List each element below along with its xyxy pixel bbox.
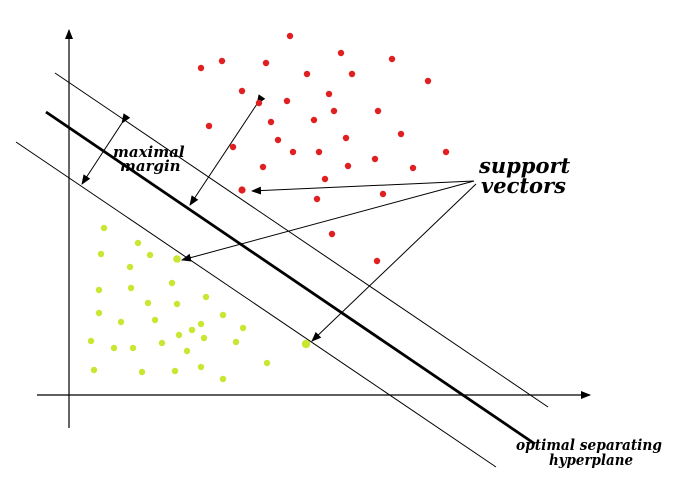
class-b-point bbox=[173, 300, 181, 308]
class-a-point bbox=[303, 70, 311, 78]
class-b-point bbox=[127, 284, 135, 292]
class-a-point bbox=[344, 162, 352, 170]
margin-label-line1: maximal bbox=[113, 143, 185, 161]
hyperplane-label-line2: hyperplane bbox=[549, 451, 633, 469]
class-b-point bbox=[134, 239, 142, 247]
lower-margin-line bbox=[15, 141, 497, 468]
class-b-point bbox=[219, 311, 227, 319]
class-b-point bbox=[188, 326, 196, 334]
support-arrow-green-upper bbox=[181, 180, 475, 262]
class-b-point bbox=[263, 359, 271, 367]
class-b-point bbox=[301, 339, 311, 349]
class-a-point bbox=[409, 164, 417, 172]
class-a-point bbox=[267, 118, 275, 126]
support-arrow-red bbox=[251, 180, 475, 195]
hyperplane-label-line1: optimal separating bbox=[516, 436, 662, 454]
class-a-point bbox=[342, 134, 350, 142]
class-a-point bbox=[310, 116, 318, 124]
class-a-point bbox=[289, 148, 297, 156]
class-a-point bbox=[321, 175, 329, 183]
class-a-point bbox=[274, 136, 282, 144]
class-b-point bbox=[202, 293, 210, 301]
class-a-point bbox=[283, 97, 291, 105]
class-a-point bbox=[315, 148, 323, 156]
class-b-point bbox=[97, 250, 105, 258]
class-a-point bbox=[374, 107, 382, 115]
margin-label-line2: margin bbox=[120, 157, 181, 175]
class-a-point bbox=[379, 190, 387, 198]
class-a-point bbox=[330, 107, 338, 115]
class-a-point bbox=[373, 257, 381, 265]
class-a-point bbox=[259, 163, 267, 171]
class-a-point bbox=[371, 155, 379, 163]
margin-arrow-left bbox=[81, 113, 131, 185]
class-a-point bbox=[388, 55, 396, 63]
class-a-point bbox=[442, 148, 450, 156]
class-a-point bbox=[286, 32, 294, 40]
class-b-point bbox=[144, 299, 152, 307]
class-b-point bbox=[110, 344, 118, 352]
class-a-point bbox=[337, 49, 345, 57]
class-a-point bbox=[397, 130, 405, 138]
class-b-point bbox=[232, 338, 240, 346]
class-b-point bbox=[171, 367, 179, 375]
class-b-point bbox=[197, 320, 205, 328]
class-b-point bbox=[168, 279, 176, 287]
class-a-point bbox=[229, 143, 237, 151]
class-b-point bbox=[175, 331, 183, 339]
class-b-point bbox=[219, 375, 227, 383]
class-b-point bbox=[95, 309, 103, 317]
class-b-point bbox=[151, 316, 159, 324]
class-b-point bbox=[100, 224, 108, 232]
class-b-point bbox=[200, 334, 208, 342]
class-a-point bbox=[197, 64, 205, 72]
class-a-point bbox=[328, 230, 336, 238]
class-b-points bbox=[87, 224, 311, 383]
support-vectors-label-line1: support bbox=[478, 153, 571, 178]
class-a-point bbox=[313, 195, 321, 203]
class-a-point bbox=[238, 186, 246, 194]
class-b-point bbox=[183, 347, 191, 355]
class-a-point bbox=[205, 122, 213, 130]
class-a-point bbox=[325, 90, 333, 98]
class-b-point bbox=[87, 337, 95, 345]
margin-arrow-right bbox=[189, 94, 266, 206]
class-b-point bbox=[173, 255, 181, 263]
class-a-point bbox=[348, 70, 356, 78]
class-a-points bbox=[197, 32, 450, 265]
class-b-point bbox=[117, 318, 125, 326]
class-a-point bbox=[238, 87, 246, 95]
class-b-point bbox=[197, 363, 205, 371]
class-b-point bbox=[239, 324, 247, 332]
class-b-point bbox=[146, 251, 154, 259]
class-a-point bbox=[218, 57, 226, 65]
class-a-point bbox=[262, 59, 270, 67]
support-arrow-green-lower bbox=[311, 183, 477, 342]
class-b-point bbox=[95, 286, 103, 294]
upper-margin-line bbox=[54, 72, 549, 408]
class-b-point bbox=[138, 368, 146, 376]
class-b-point bbox=[126, 263, 134, 271]
class-b-point bbox=[90, 366, 98, 374]
class-b-point bbox=[129, 344, 137, 352]
class-a-point bbox=[424, 77, 432, 85]
class-b-point bbox=[158, 339, 166, 347]
support-vectors-label-line2: vectors bbox=[481, 173, 566, 198]
class-a-point bbox=[255, 99, 263, 107]
